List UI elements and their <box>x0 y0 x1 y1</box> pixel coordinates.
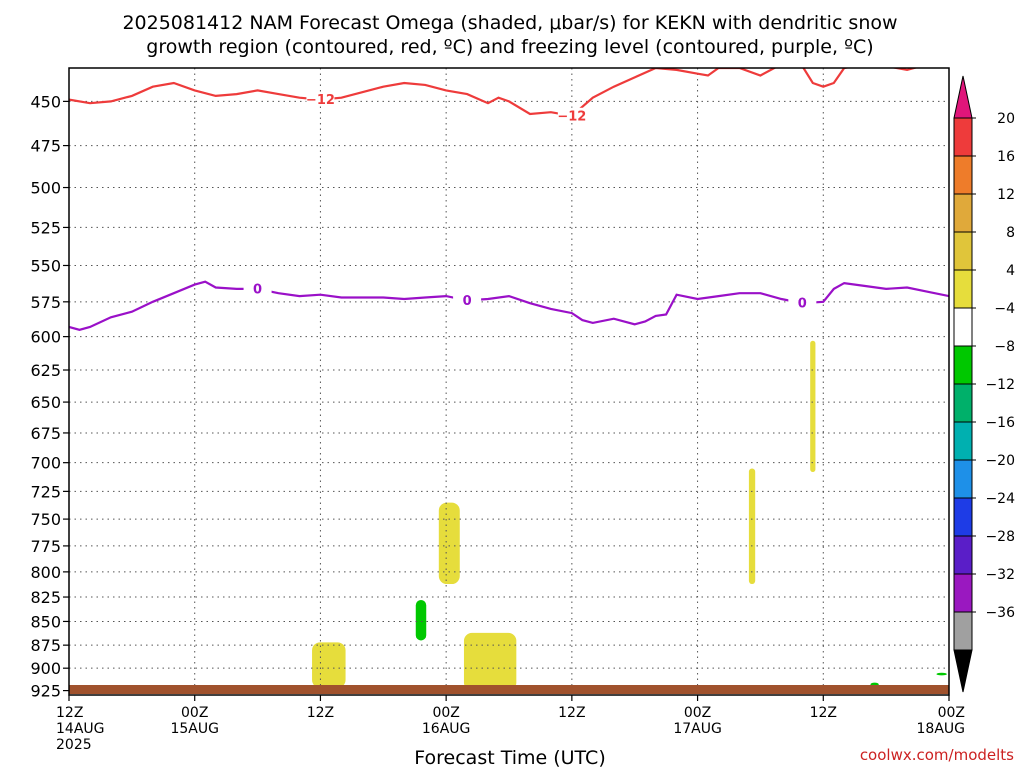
y-axis: 450 475 500 525 550 575 600 625 650 675 700 725 750 7… <box>30 92 69 701</box>
x-axis-label: Forecast Time (UTC) <box>414 747 605 768</box>
chart-title-line-2: growth region (contoured, red, ºC) and f… <box>146 36 873 58</box>
credit-text: coolwx.com/modelts <box>860 746 1014 764</box>
omega-area-4 <box>810 340 816 472</box>
y-tick-label-875: 875 <box>30 636 61 655</box>
colorbar-label-0: 20 <box>997 111 1015 127</box>
x-tick-label-0-2: 2025 <box>56 737 92 753</box>
y-tick-label-900: 900 <box>30 659 61 678</box>
x-tick-label-84-0: 00Z <box>938 705 965 721</box>
y-tick-label-925: 925 <box>30 682 61 701</box>
omega-area-2 <box>438 502 460 585</box>
colorbar-label-9: −20 <box>985 453 1015 469</box>
x-tick-label-72-0: 12Z <box>810 705 837 721</box>
y-tick-label-800: 800 <box>30 563 61 582</box>
y-tick-label-750: 750 <box>30 510 61 529</box>
y-tick-label-650: 650 <box>30 393 61 412</box>
colorbar-band-10 <box>953 497 973 537</box>
y-tick-label-550: 550 <box>30 256 61 275</box>
colorbar-label-10: −24 <box>985 491 1015 507</box>
plot-background <box>69 68 949 695</box>
y-tick-label-825: 825 <box>30 588 61 607</box>
x-tick-label-84-1: 18AUG <box>917 721 966 737</box>
terrain-band <box>69 685 949 694</box>
colorbar-top-arrow <box>953 75 973 119</box>
freezing-contour-label-2: 0 <box>798 297 807 312</box>
freezing-contour-label-0: 0 <box>253 282 262 297</box>
contours: −12 −12 0 0 0 <box>69 68 949 331</box>
plot-frame <box>68 67 950 696</box>
y-tick-label-500: 500 <box>30 179 61 198</box>
x-tick-label-24-0: 12Z <box>307 705 334 721</box>
colorbar-band-2 <box>953 193 973 233</box>
colorbar-band-12 <box>953 573 973 613</box>
colorbar-label-3: 8 <box>1006 225 1015 241</box>
freezing-contour-line <box>69 280 949 331</box>
colorbar-bottom-arrow <box>953 649 973 693</box>
x-tick-label-0-1: 14AUG <box>56 721 105 737</box>
colorbar-label-11: −28 <box>985 529 1015 545</box>
x-tick-label-12-0: 00Z <box>181 705 208 721</box>
x-tick-label-60-0: 00Z <box>684 705 711 721</box>
x-tick-label-36-0: 00Z <box>432 705 459 721</box>
colorbar: 20 16 12 8 4 −4 −8 −12 −16 −20 −24 −28 −32 −36 <box>953 75 1015 693</box>
colorbar-band-0 <box>953 117 973 157</box>
x-tick-label-48-0: 12Z <box>558 705 585 721</box>
y-tick-label-525: 525 <box>30 218 61 237</box>
y-tick-label-675: 675 <box>30 424 61 443</box>
colorbar-label-12: −32 <box>985 567 1015 583</box>
colorbar-band-11 <box>953 535 973 575</box>
colorbar-label-1: 16 <box>997 149 1015 165</box>
x-tick-label-60-1: 17AUG <box>673 721 722 737</box>
freezing-contour-label-1: 0 <box>463 294 472 309</box>
colorbar-label-6: −8 <box>994 339 1015 355</box>
colorbar-band-5 <box>953 307 973 347</box>
plot-area: −12 −12 0 0 0 <box>68 67 950 696</box>
colorbar-band-9 <box>953 459 973 499</box>
colorbar-band-13 <box>953 611 973 651</box>
omega-area-0 <box>312 642 346 688</box>
y-tick-label-600: 600 <box>30 328 61 347</box>
dgz-contour-label-1: −12 <box>557 109 586 124</box>
y-tick-label-450: 450 <box>30 92 61 111</box>
dgz-contour-line <box>69 68 919 117</box>
omega-area-1 <box>463 632 517 691</box>
colorbar-band-7 <box>953 383 973 423</box>
omega-area-5 <box>415 600 427 641</box>
chart-title-line-1: 2025081412 NAM Forecast Omega (shaded, μ… <box>122 12 897 34</box>
y-tick-label-775: 775 <box>30 537 61 556</box>
x-tick-label-36-1: 16AUG <box>422 721 471 737</box>
colorbar-label-8: −16 <box>985 415 1015 431</box>
y-tick-label-625: 625 <box>30 361 61 380</box>
colorbar-label-5: −4 <box>994 301 1015 317</box>
y-tick-label-700: 700 <box>30 454 61 473</box>
omega-shading <box>312 340 947 691</box>
colorbar-band-4 <box>953 269 973 309</box>
y-tick-label-575: 575 <box>30 293 61 312</box>
colorbar-band-6 <box>953 345 973 385</box>
colorbar-band-8 <box>953 421 973 461</box>
omega-area-7 <box>936 672 947 676</box>
x-tick-label-12-1: 15AUG <box>170 721 219 737</box>
colorbar-band-3 <box>953 231 973 271</box>
omega-area-3 <box>748 468 756 585</box>
x-tick-label-0-0: 12Z <box>56 705 83 721</box>
y-tick-label-475: 475 <box>30 137 61 156</box>
colorbar-label-13: −36 <box>985 605 1015 621</box>
y-tick-label-850: 850 <box>30 612 61 631</box>
colorbar-label-4: 4 <box>1006 263 1015 279</box>
y-tick-label-725: 725 <box>30 482 61 501</box>
colorbar-label-7: −12 <box>985 377 1015 393</box>
dgz-contour-label-0: −12 <box>306 93 335 108</box>
colorbar-band-1 <box>953 155 973 195</box>
colorbar-label-2: 12 <box>997 187 1015 203</box>
